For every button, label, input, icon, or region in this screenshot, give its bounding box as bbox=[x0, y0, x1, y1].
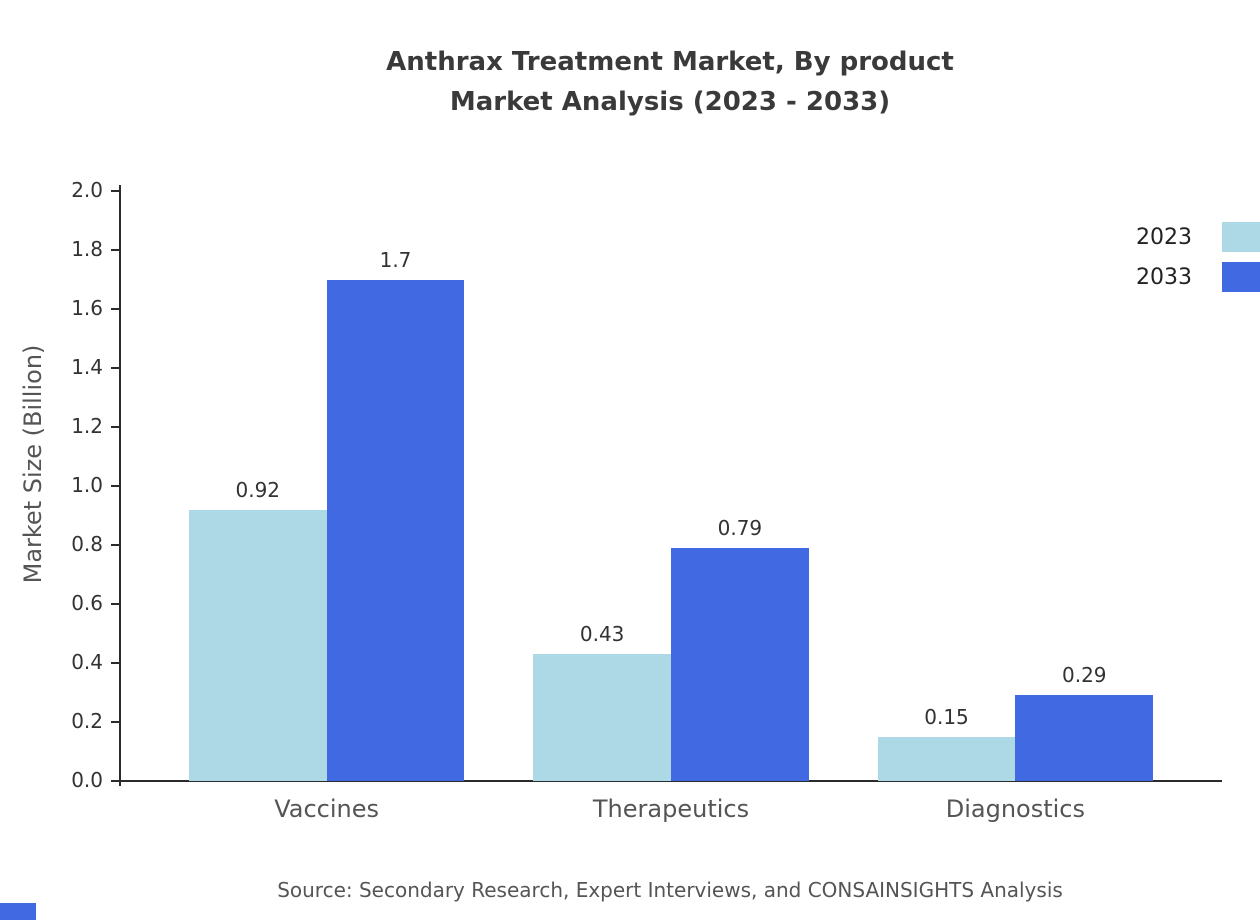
bar-2033-vaccines bbox=[326, 279, 465, 781]
legend-entry-2033: 2033 bbox=[1136, 262, 1260, 292]
y-tick-label: 2.0 bbox=[71, 178, 103, 202]
bar-value-label: 0.15 bbox=[924, 704, 969, 729]
x-axis-line bbox=[112, 780, 1222, 782]
bar-2033-diagnostics bbox=[1015, 695, 1154, 781]
bar-2023-therapeutics bbox=[533, 654, 671, 781]
y-tick-label: 0.2 bbox=[71, 709, 103, 733]
y-tick-mark bbox=[111, 721, 120, 723]
bar-2023-diagnostics bbox=[877, 736, 1016, 781]
legend: 2023 2033 bbox=[1136, 222, 1260, 302]
y-tick-label: 1.2 bbox=[71, 414, 103, 438]
y-tick-mark bbox=[111, 780, 120, 782]
x-category-label: Vaccines bbox=[274, 795, 380, 823]
bar-value-label: 0.43 bbox=[579, 622, 625, 647]
y-tick-mark bbox=[111, 485, 120, 487]
x-category-label: Therapeutics bbox=[592, 795, 750, 823]
y-tick-mark bbox=[111, 544, 120, 546]
y-tick-mark bbox=[111, 308, 120, 310]
y-tick-label: 1.0 bbox=[71, 473, 103, 497]
bar-value-label: 0.29 bbox=[1061, 663, 1107, 688]
y-tick-label: 0.0 bbox=[71, 768, 103, 792]
y-tick-mark bbox=[111, 426, 120, 428]
bar-value-label: 0.79 bbox=[717, 515, 763, 540]
legend-entry-2023: 2023 bbox=[1136, 222, 1260, 252]
legend-swatch-2033 bbox=[1222, 262, 1260, 292]
bar-value-label: 0.92 bbox=[235, 477, 281, 502]
chart-title-line-2: Market Analysis (2023 - 2033) bbox=[449, 87, 891, 117]
chart-title: Anthrax Treatment Market, By product Mar… bbox=[80, 42, 1260, 122]
y-axis-line bbox=[119, 185, 121, 786]
legend-label-2033: 2033 bbox=[1136, 264, 1192, 290]
y-tick-mark bbox=[111, 190, 120, 192]
chart-title-line-1: Anthrax Treatment Market, By product bbox=[386, 47, 954, 77]
watermark-corner-block bbox=[0, 903, 36, 920]
y-tick-label: 1.4 bbox=[71, 355, 103, 379]
bar-2023-vaccines bbox=[188, 509, 327, 781]
y-tick-mark bbox=[111, 662, 120, 664]
y-tick-mark bbox=[111, 603, 120, 605]
y-tick-label: 0.8 bbox=[71, 532, 103, 556]
y-tick-label: 1.8 bbox=[71, 237, 103, 261]
x-category-label: Diagnostics bbox=[945, 795, 1085, 823]
y-axis-label: Market Size (Billion) bbox=[19, 344, 47, 584]
bar-value-label: 1.7 bbox=[379, 247, 412, 272]
bar-2033-therapeutics bbox=[671, 547, 809, 781]
y-tick-label: 0.6 bbox=[71, 591, 103, 615]
source-note: Source: Secondary Research, Expert Inter… bbox=[277, 878, 1063, 902]
y-tick-label: 1.6 bbox=[71, 296, 103, 320]
y-tick-label: 0.4 bbox=[71, 650, 103, 674]
y-tick-mark bbox=[111, 367, 120, 369]
legend-label-2023: 2023 bbox=[1136, 224, 1192, 250]
plot-area: 0.0 0.2 0.4 0.6 0.8 1.0 1.2 1.4 1.6 1.8 2.0 0.92 0.4… bbox=[71, 178, 1222, 823]
y-tick-mark bbox=[111, 249, 120, 251]
legend-swatch-2023 bbox=[1222, 222, 1260, 252]
